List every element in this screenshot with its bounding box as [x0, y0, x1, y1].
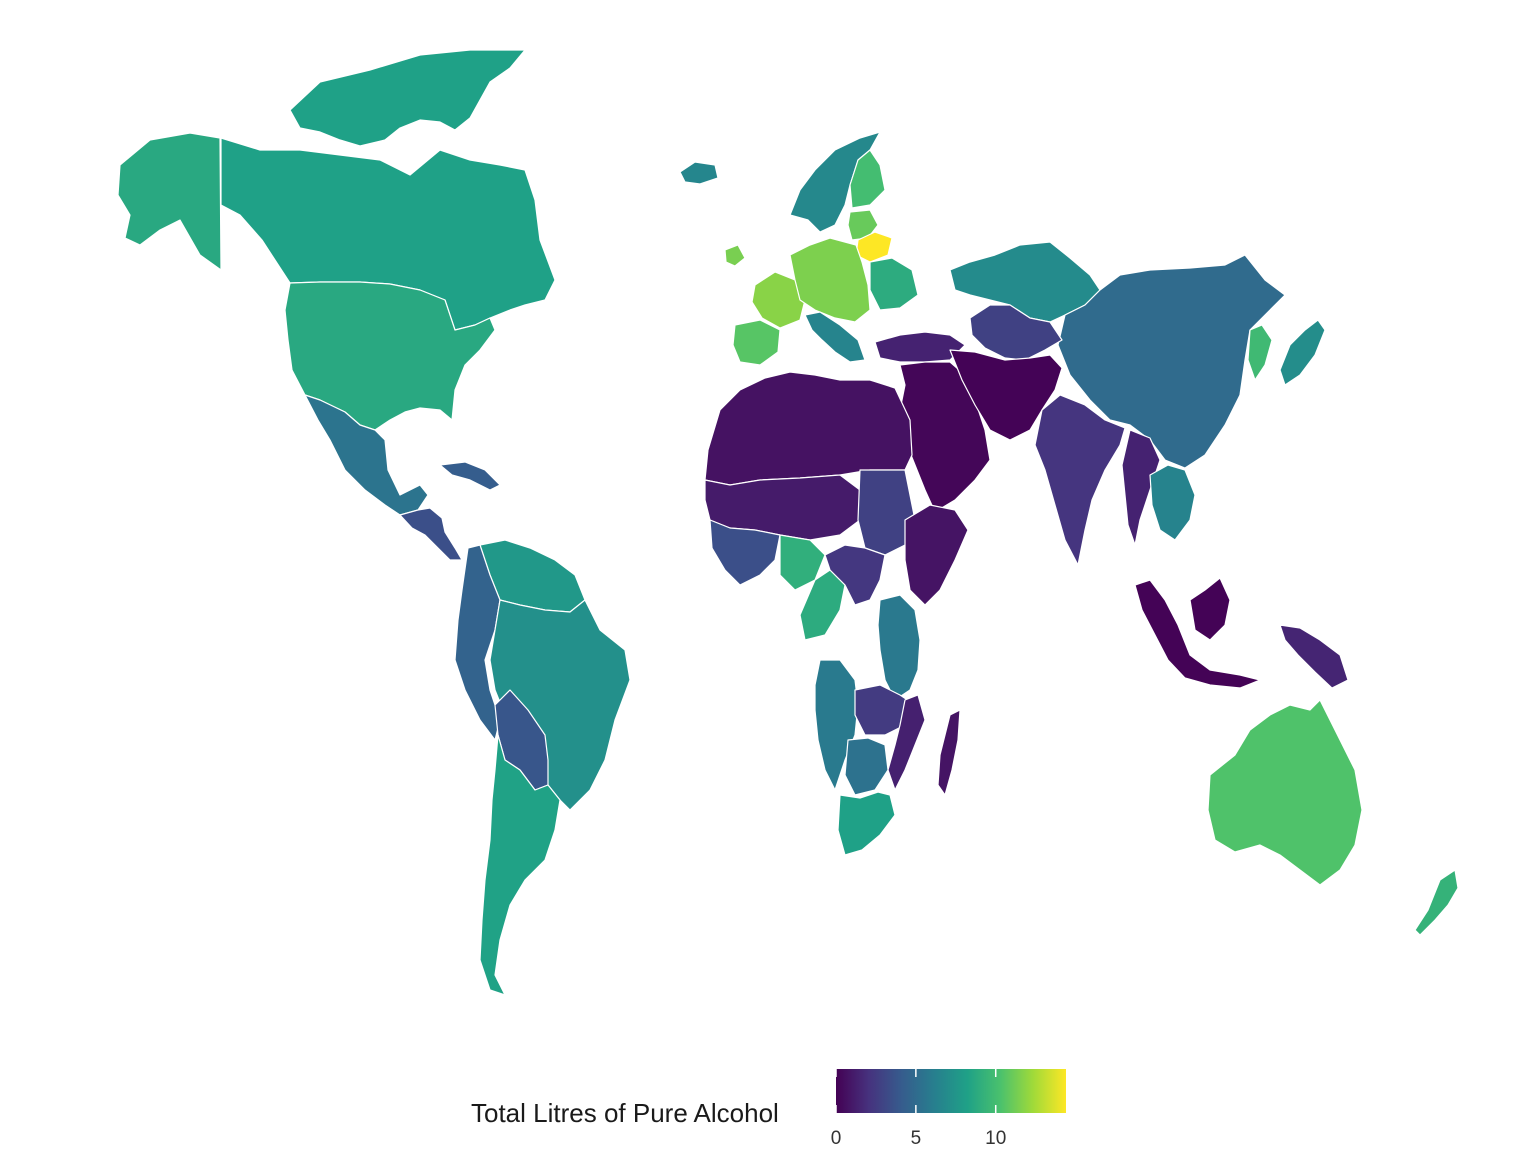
region-central-africa — [824, 544, 886, 606]
legend-tick-label: 5 — [910, 1128, 922, 1149]
legend-tick-label: 0 — [830, 1128, 842, 1149]
region-alaska — [117, 132, 222, 271]
legend-tick-label: 10 — [985, 1128, 1007, 1149]
world-map — [117, 49, 1459, 996]
region-japan — [1279, 319, 1326, 386]
region-papua — [1279, 624, 1349, 689]
region-north-africa — [704, 371, 913, 486]
region-indonesia — [1134, 577, 1261, 689]
region-iceland — [679, 161, 719, 185]
region-finland — [849, 149, 886, 209]
region-south-africa — [837, 791, 896, 856]
region-italy-balkans — [804, 311, 866, 363]
region-new-zealand — [1414, 869, 1459, 936]
region-turkey-caucasus — [874, 331, 966, 363]
region-east-africa — [877, 594, 921, 701]
region-ireland — [724, 244, 746, 267]
region-mexico — [304, 394, 429, 516]
region-west-africa-coast — [709, 519, 781, 586]
region-angola-namibia — [814, 659, 859, 791]
region-iran-afghanistan-pakistan — [949, 349, 1063, 441]
region-botswana — [844, 737, 889, 796]
region-central-america — [399, 507, 463, 561]
region-cuba — [439, 461, 501, 491]
region-india — [1034, 394, 1126, 566]
legend-colorbar — [836, 1069, 1066, 1113]
region-thailand-vietnam — [1149, 464, 1196, 541]
region-france — [751, 271, 806, 329]
region-australia — [1207, 699, 1363, 886]
region-mozambique — [887, 694, 926, 791]
region-iberia — [732, 319, 781, 366]
region-china-mongolia — [1057, 254, 1286, 469]
region-argentina-chile — [479, 734, 561, 996]
region-central-asia — [969, 304, 1063, 361]
region-horn-of-africa — [904, 504, 969, 606]
region-madagascar — [937, 709, 961, 796]
region-southeast-asia — [1121, 429, 1161, 546]
region-central-europe — [789, 237, 871, 323]
legend-title: Total Litres of Pure Alcohol — [471, 1098, 779, 1128]
region-greenland — [289, 49, 526, 147]
region-ukraine — [869, 257, 919, 311]
region-korea — [1247, 324, 1273, 381]
